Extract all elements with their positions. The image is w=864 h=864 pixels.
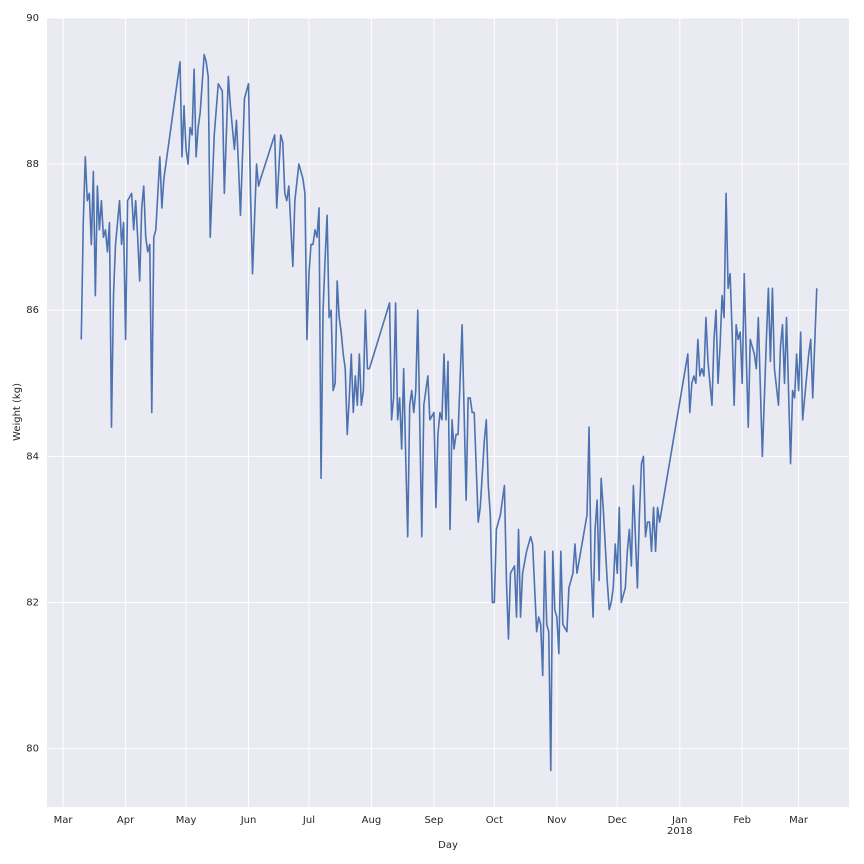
x-tick-label: Dec	[608, 815, 627, 826]
x-tick-label: Mar	[789, 815, 809, 826]
x-tick-label: May	[176, 815, 197, 826]
x-tick-label: Apr	[117, 815, 135, 826]
y-tick-label: 84	[26, 451, 39, 462]
y-axis-title: Weight (kg)	[12, 383, 23, 441]
y-tick-label: 90	[26, 13, 39, 24]
y-tick-label: 88	[26, 159, 39, 170]
x-tick-label: Feb	[733, 815, 751, 826]
data-line	[80, 53, 818, 772]
y-tick-label: 80	[26, 744, 39, 755]
x-tick-label: Jan	[671, 815, 687, 826]
x-tick-label: Jul	[302, 815, 315, 826]
x-tick-label: Jun	[240, 815, 257, 826]
x-tick-label: Aug	[362, 815, 382, 826]
y-tick-label: 82	[26, 597, 39, 608]
x-tick-label: Nov	[547, 815, 567, 826]
x-tick-sublabel: 2018	[667, 826, 692, 837]
x-tick-label: Oct	[486, 815, 503, 826]
x-tick-label: Sep	[424, 815, 443, 826]
x-tick-label: Mar	[54, 815, 74, 826]
x-axis-title: Day	[438, 840, 458, 851]
y-tick-label: 86	[26, 305, 39, 316]
